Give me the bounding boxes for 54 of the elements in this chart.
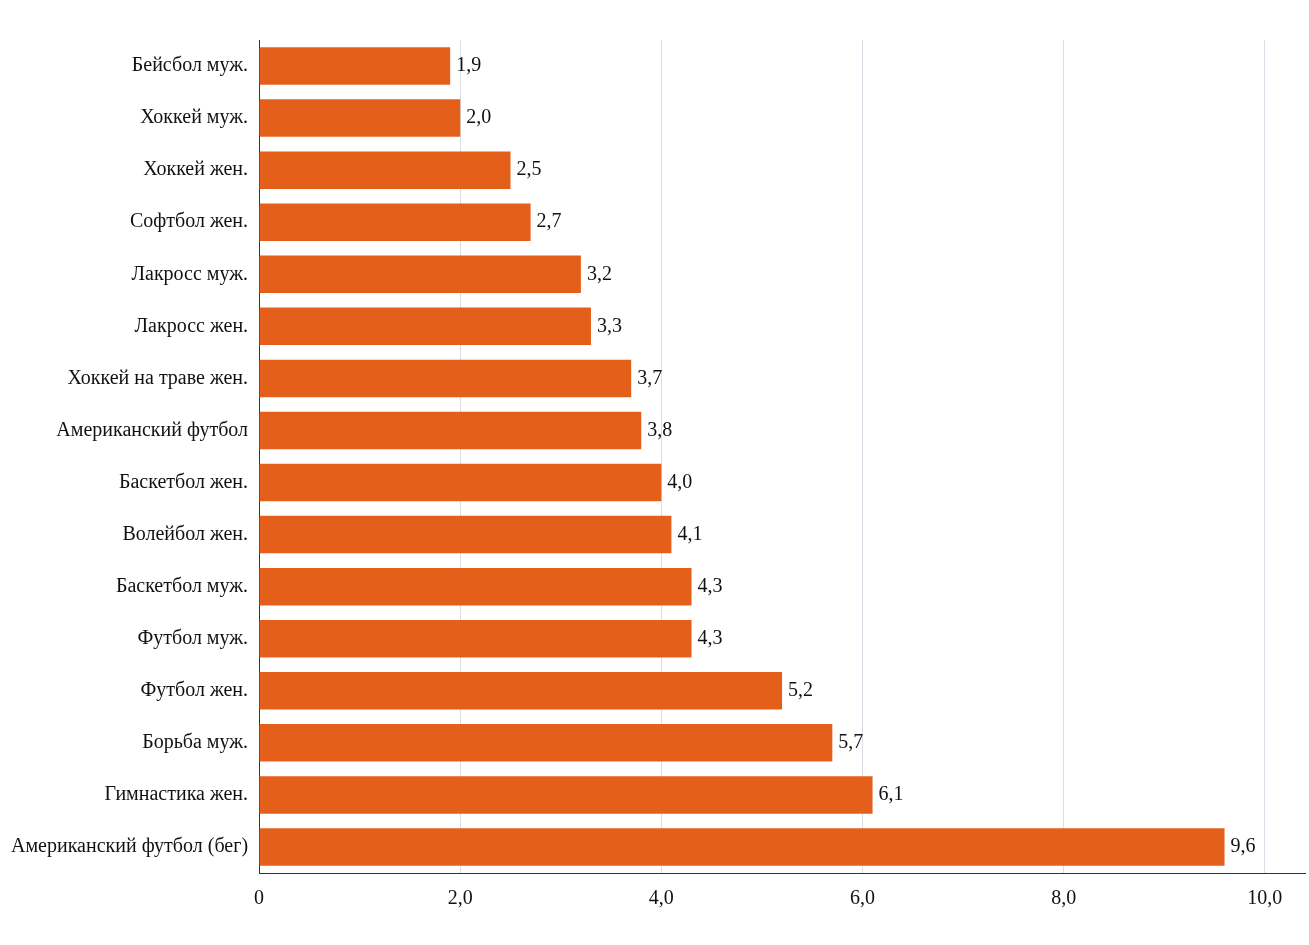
y-tick-label: Хоккей на траве жен. [67,365,249,389]
bar [259,255,581,294]
data-label: 3,7 [637,365,663,388]
y-tick-label: Волейбол жен. [122,521,249,544]
x-tick-label: 0 [254,886,265,909]
y-tick-label: Футбол муж. [137,625,249,649]
bar [259,724,833,762]
y-tick-label: Американский футбол [56,417,249,441]
data-label: 2,7 [536,209,562,232]
data-label: 1,9 [456,53,482,76]
y-tick-label: Софтбол жен. [130,209,249,233]
data-label: 6,1 [878,782,904,805]
x-tick-label: 2,0 [447,886,473,909]
data-label: 2,0 [466,105,492,128]
x-tick-label: 8,0 [1051,886,1077,909]
bar [259,359,632,398]
data-label: 3,3 [596,313,622,336]
bar [259,307,591,346]
bar [259,828,1225,866]
data-label: 5,7 [838,730,864,753]
data-label: 4,1 [677,521,703,544]
bar [259,567,692,606]
y-tick-label: Хоккей муж. [140,105,249,129]
y-tick-label: Борьба муж. [142,730,249,754]
bar [259,99,461,137]
data-label: 4,3 [697,573,723,596]
x-tick-label: 10,0 [1247,886,1283,909]
x-tick-label: 4,0 [648,886,674,909]
bar [259,463,662,502]
y-tick-label: Футбол жен. [140,678,249,702]
y-tick-label: Баскетбол муж. [115,573,249,597]
y-tick-label: Лакросс муж. [131,261,249,285]
y-tick-label: Американский футбол (бег) [10,834,249,858]
data-label: 2,5 [516,157,542,180]
y-tick-label: Хоккей жен. [143,157,249,180]
bar [259,203,531,241]
x-tick-label: 6,0 [850,886,875,909]
data-label: 3,8 [647,417,673,440]
data-label: 5,2 [788,678,814,701]
bar [259,411,642,450]
bar [259,776,873,814]
y-tick-label: Баскетбол жен. [118,469,249,492]
bar [259,47,451,85]
data-label: 4,3 [697,625,723,648]
bar [259,151,511,189]
bar [259,515,672,554]
y-tick-label: Лакросс жен. [134,313,249,337]
bar [259,619,692,658]
data-label: 9,6 [1230,834,1256,857]
data-label: 3,2 [586,261,612,284]
data-label: 4,0 [667,469,693,492]
bar [259,672,783,710]
y-tick-label: Гимнастика жен. [104,782,249,805]
y-tick-label: Бейсбол муж. [131,53,249,77]
